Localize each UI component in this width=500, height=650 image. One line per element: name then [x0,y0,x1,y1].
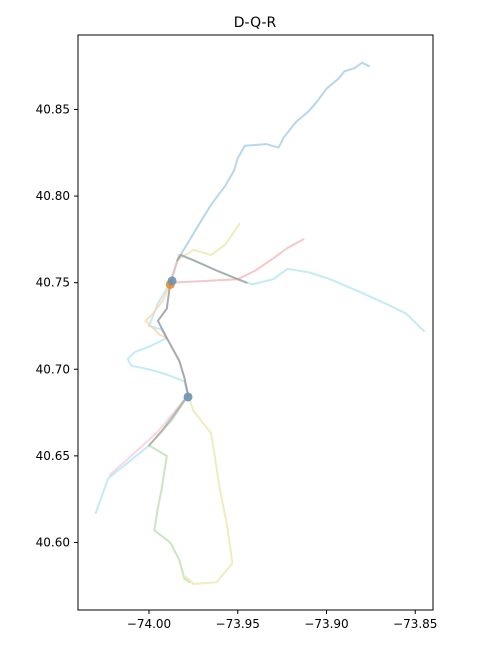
x-tick-label: −73.85 [393,617,437,631]
series-line-10 [109,394,190,476]
series-line-6 [185,394,234,585]
station-marker-2 [183,392,193,402]
x-tick-label: −73.90 [304,617,348,631]
series-line-13 [148,394,190,447]
x-tick-label: −74.00 [127,617,171,631]
series-line-12 [156,281,190,397]
series-line-7 [176,222,241,262]
series-line-1 [169,61,371,284]
y-tick-label: 40.75 [36,276,70,290]
series-line-3 [126,281,190,397]
y-tick-label: 40.80 [36,189,70,203]
x-axis: −74.00 −73.95 −73.90 −73.85 [127,610,437,631]
x-tick-label: −73.95 [216,617,260,631]
station-marker-3 [167,276,177,286]
marker-layer [165,276,193,402]
chart-title: D-Q-R [234,15,277,31]
series-line-9 [169,238,305,284]
series-line-8 [144,281,172,340]
series-layer [94,61,426,585]
plot-frame [77,34,434,611]
y-tick-label: 40.70 [36,362,70,376]
y-tick-label: 40.65 [36,449,70,463]
y-axis: 40.60 40.65 40.70 40.75 40.80 40.85 [36,102,78,549]
series-line-5 [148,394,191,584]
series-line-11 [176,254,248,284]
y-tick-label: 40.85 [36,102,70,116]
y-tick-label: 40.60 [36,535,70,549]
